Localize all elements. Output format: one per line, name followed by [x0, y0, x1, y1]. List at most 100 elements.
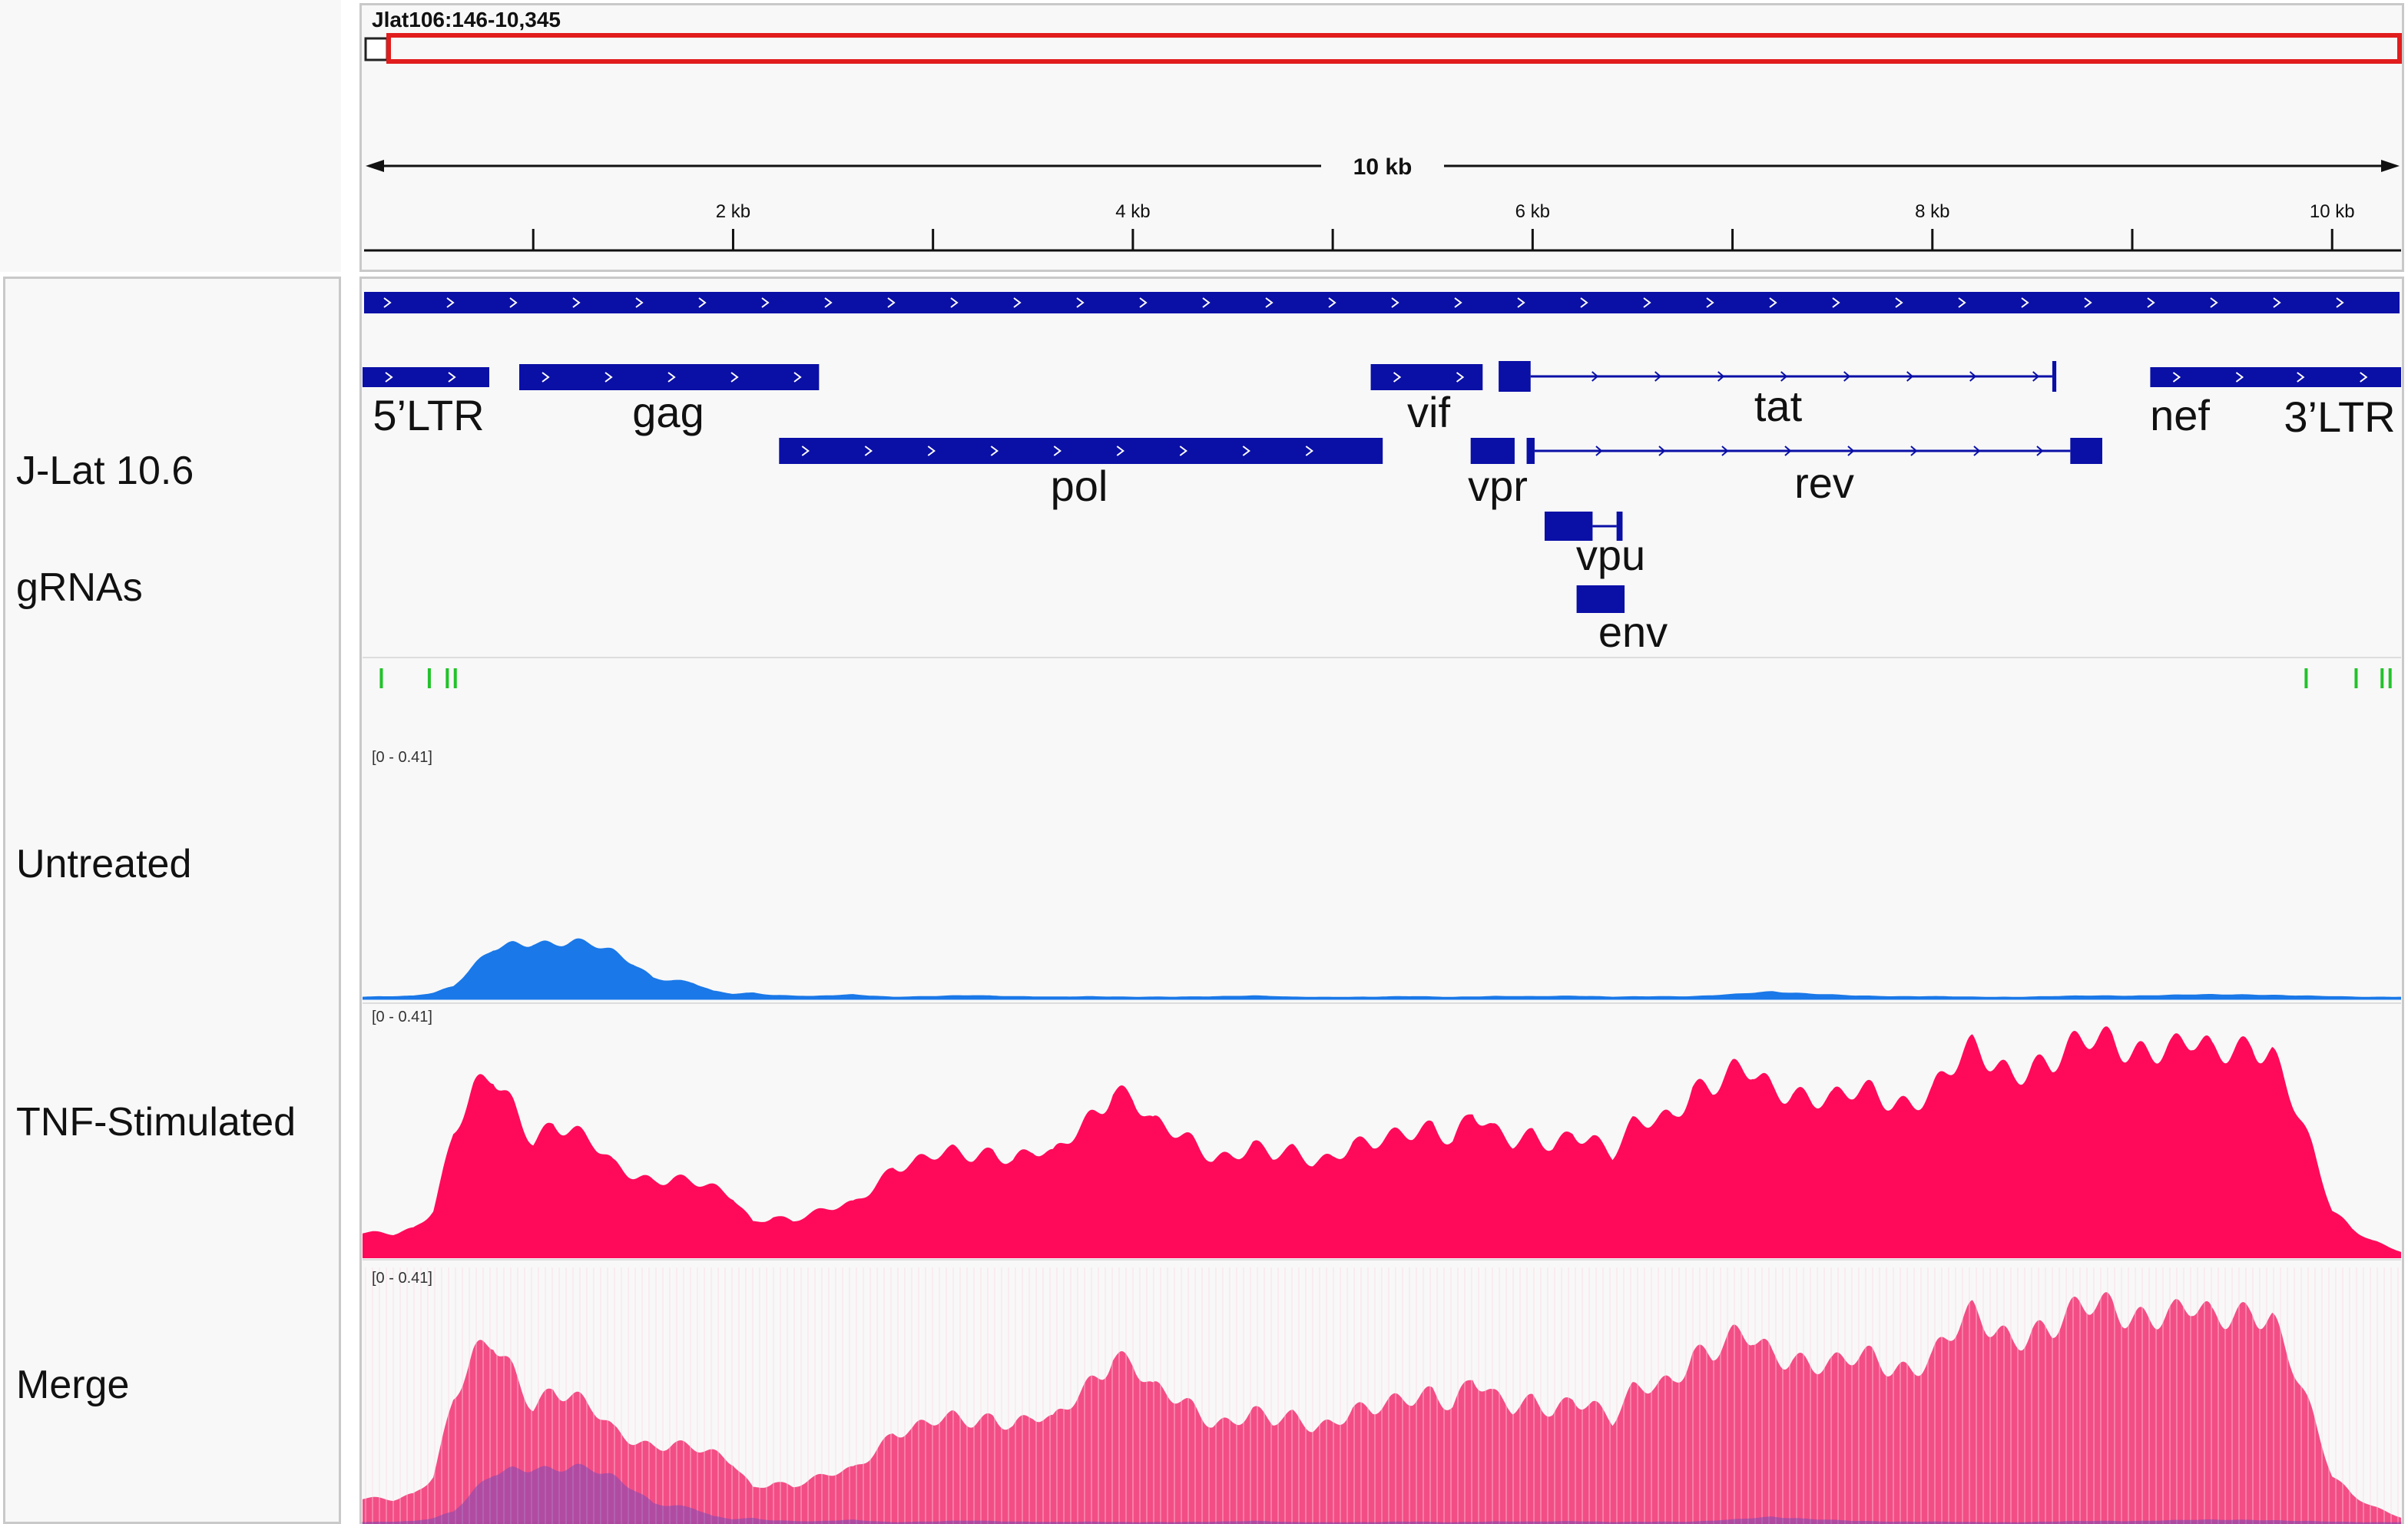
intron-chevron [1658, 446, 1666, 456]
intron-chevron [2036, 446, 2044, 456]
span-label: 10 kb [1353, 154, 1413, 180]
gene-chevron [2172, 372, 2181, 383]
gene-label: 5’LTR [373, 391, 484, 439]
strand-chevron [698, 297, 707, 308]
strand-chevron [2336, 297, 2344, 308]
intron-chevron [1595, 446, 1603, 456]
strand-chevron [1013, 297, 1022, 308]
span-arrow-right [2381, 160, 2400, 172]
gene-label: gag [632, 388, 704, 436]
gene-block [2274, 367, 2401, 387]
gene-chevron [667, 372, 676, 383]
merge-tnf-coverage [363, 1292, 2401, 1524]
gene-chevron [1242, 446, 1250, 456]
strand-chevron [887, 297, 896, 308]
gene-chevron [990, 446, 999, 456]
gene-chevron [448, 372, 456, 383]
gene-chevron [385, 372, 393, 383]
strand-chevron [1139, 297, 1148, 308]
grna-site [427, 668, 431, 688]
track-label-grnas[interactable]: gRNAs [16, 565, 143, 610]
grna-site [453, 668, 457, 688]
gene-chevron [2235, 372, 2244, 383]
strand-chevron [1895, 297, 1903, 308]
transcript-bar [364, 292, 2400, 313]
span-arrow-left [366, 160, 384, 172]
strand-chevron [383, 297, 392, 308]
exon-block [1616, 512, 1623, 541]
gene-chevron [542, 372, 550, 383]
ruler-tick-label: 2 kb [716, 201, 750, 222]
track-label-tnf[interactable]: TNF-Stimulated [16, 1100, 296, 1145]
intron-chevron [1843, 371, 1851, 382]
strand-chevron [509, 297, 518, 308]
strand-chevron [572, 297, 581, 308]
intron-chevron [1780, 371, 1788, 382]
gene-chevron [1456, 372, 1465, 383]
gene-chevron [1305, 446, 1313, 456]
gene-label: nef [2150, 391, 2210, 439]
name-panel-header [0, 0, 341, 272]
gene-label: tat [1754, 382, 1803, 430]
grna-site [445, 668, 449, 688]
tnf-range-label: [0 - 0.41] [372, 1009, 432, 1025]
strand-chevron [2273, 297, 2281, 308]
gene-chevron [1393, 372, 1402, 383]
track-label-merge[interactable]: Merge [16, 1363, 130, 1407]
strand-chevron [1706, 297, 1714, 308]
strand-chevron [1391, 297, 1399, 308]
exon-block [2052, 361, 2057, 392]
ruler-tick-label: 4 kb [1115, 201, 1150, 222]
region-box-left [364, 37, 389, 61]
exon-block [1544, 512, 1593, 541]
track-label-annotation[interactable]: J-Lat 10.6 [16, 449, 194, 493]
ruler-tick-label: 10 kb [2310, 201, 2355, 222]
strand-chevron [1328, 297, 1336, 308]
strand-chevron [1454, 297, 1462, 308]
strand-chevron [2084, 297, 2092, 308]
untreated-range-label: [0 - 0.41] [372, 749, 432, 766]
gene-chevron [1179, 446, 1187, 456]
gene-block [363, 367, 489, 387]
vif-marker [1516, 369, 1519, 384]
strand-chevron [1517, 297, 1525, 308]
merge-untreated-coverage [363, 1463, 2401, 1524]
intron-chevron [1784, 446, 1792, 456]
strand-chevron [1958, 297, 1966, 308]
gene-chevron [1116, 446, 1125, 456]
gene-label: env [1598, 608, 1668, 656]
strand-chevron [1202, 297, 1211, 308]
gene-chevron [604, 372, 613, 383]
strand-chevron [446, 297, 455, 308]
strand-chevron [824, 297, 833, 308]
gene-block [2150, 367, 2293, 387]
intron-chevron [1969, 371, 1977, 382]
tnf-coverage [363, 1026, 2401, 1258]
gene-chevron [1053, 446, 1062, 456]
strand-chevron [1076, 297, 1085, 308]
strand-chevron [2210, 297, 2218, 308]
exon-block [2070, 438, 2102, 464]
grna-site [2380, 668, 2384, 688]
gene-block [1576, 585, 1625, 613]
strand-chevron [2147, 297, 2155, 308]
gene-label: vpr [1468, 462, 1528, 510]
intron-chevron [1973, 446, 1981, 456]
gene-label: 3’LTR [2284, 393, 2395, 441]
gene-block [1370, 364, 1483, 390]
intron-chevron [1847, 446, 1855, 456]
grna-site [379, 668, 383, 688]
gene-block [519, 364, 820, 390]
exon-block [1526, 438, 1535, 464]
track-label-untreated[interactable]: Untreated [16, 842, 192, 886]
gene-chevron [927, 446, 936, 456]
intron-chevron [1654, 371, 1662, 382]
gene-label: rev [1794, 459, 1854, 507]
strand-chevron [761, 297, 770, 308]
gene-label: pol [1051, 462, 1108, 510]
gene-chevron [2297, 372, 2305, 383]
grna-site [2354, 668, 2358, 688]
strand-chevron [950, 297, 959, 308]
untreated-coverage [363, 938, 2401, 999]
